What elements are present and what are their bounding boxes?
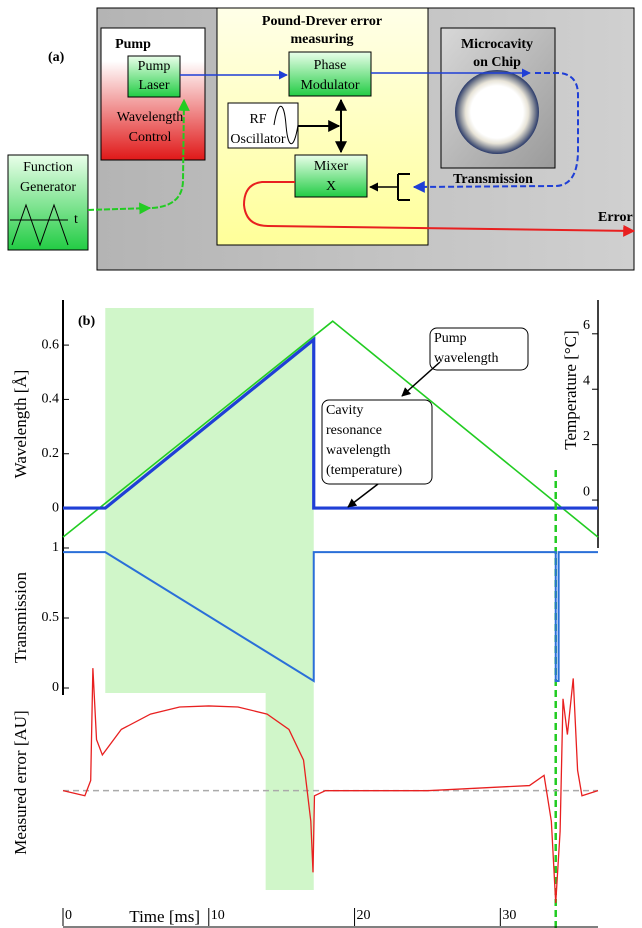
x-axis-label: Time [ms]	[129, 907, 200, 926]
pump-laser-label: Pump	[138, 59, 171, 74]
pdh-title: measuring	[291, 32, 354, 47]
mixer-label: X	[326, 179, 336, 194]
legend-line: resonance	[326, 423, 385, 438]
figure: (a) Pump Pump Laser Wavelength Control P…	[0, 0, 642, 928]
panel-label: (b)	[78, 314, 95, 329]
x-tick-label: 30	[502, 908, 516, 923]
transmission-label: Transmission	[453, 172, 533, 187]
microcavity-image	[455, 70, 539, 154]
function-generator-label: Function	[23, 160, 73, 175]
y-tick-label: 0.4	[42, 392, 60, 407]
y-tick-label: 0	[52, 680, 59, 695]
cavity-title: on Chip	[473, 55, 521, 70]
y-tick-label: 0.6	[42, 337, 60, 352]
series-line	[63, 668, 598, 903]
error-label: Error	[598, 210, 633, 225]
y2-axis-label: Temperature [°C]	[561, 330, 580, 449]
legend-line: (temperature)	[326, 463, 403, 478]
pump-title: Pump	[115, 37, 151, 52]
y2-tick-label: 4	[583, 373, 590, 388]
y-axis-label: Measured error [AU]	[11, 710, 30, 854]
mixer-label: Mixer	[314, 159, 349, 174]
legend-line: wavelength	[326, 443, 394, 458]
callout-leader	[348, 484, 378, 507]
callout-leader	[402, 362, 440, 396]
cavity-title: Microcavity	[461, 37, 533, 52]
y2-tick-label: 0	[583, 484, 590, 499]
pdh-title: Pound-Drever error	[262, 14, 382, 29]
panel-label: (a)	[48, 50, 65, 65]
legend-line: Cavity	[326, 403, 367, 418]
modulator-label: Phase	[314, 58, 347, 73]
function-generator-label: Generator	[20, 180, 76, 195]
time-axis-label: t	[74, 212, 78, 227]
modulator-label: Modulator	[300, 78, 359, 93]
page: {"diagram": { "label": "(a)", "pump": {"…	[0, 0, 642, 928]
legend-line: Pump	[434, 331, 470, 346]
legend-line: wavelength	[434, 351, 499, 366]
y2-tick-label: 2	[583, 429, 590, 444]
y2-tick-label: 6	[583, 318, 590, 333]
y-axis-label: Wavelength [Å]	[11, 370, 30, 479]
y-axis-label: Transmission	[11, 571, 30, 663]
y-tick-label: 0	[52, 500, 59, 515]
y-tick-label: 1	[52, 540, 59, 555]
control-label: Wavelength	[117, 110, 184, 125]
y-tick-label: 0.5	[42, 610, 60, 625]
shaded-region	[266, 693, 314, 890]
x-tick-label: 0	[65, 908, 72, 923]
y-tick-label: 0.2	[42, 446, 60, 461]
x-tick-label: 20	[357, 908, 371, 923]
oscillator-label: RF	[249, 112, 266, 127]
x-tick-label: 10	[211, 908, 225, 923]
oscillator-label: Oscillator	[230, 132, 286, 147]
pump-laser-label: Laser	[138, 78, 169, 93]
control-label: Control	[129, 130, 172, 145]
